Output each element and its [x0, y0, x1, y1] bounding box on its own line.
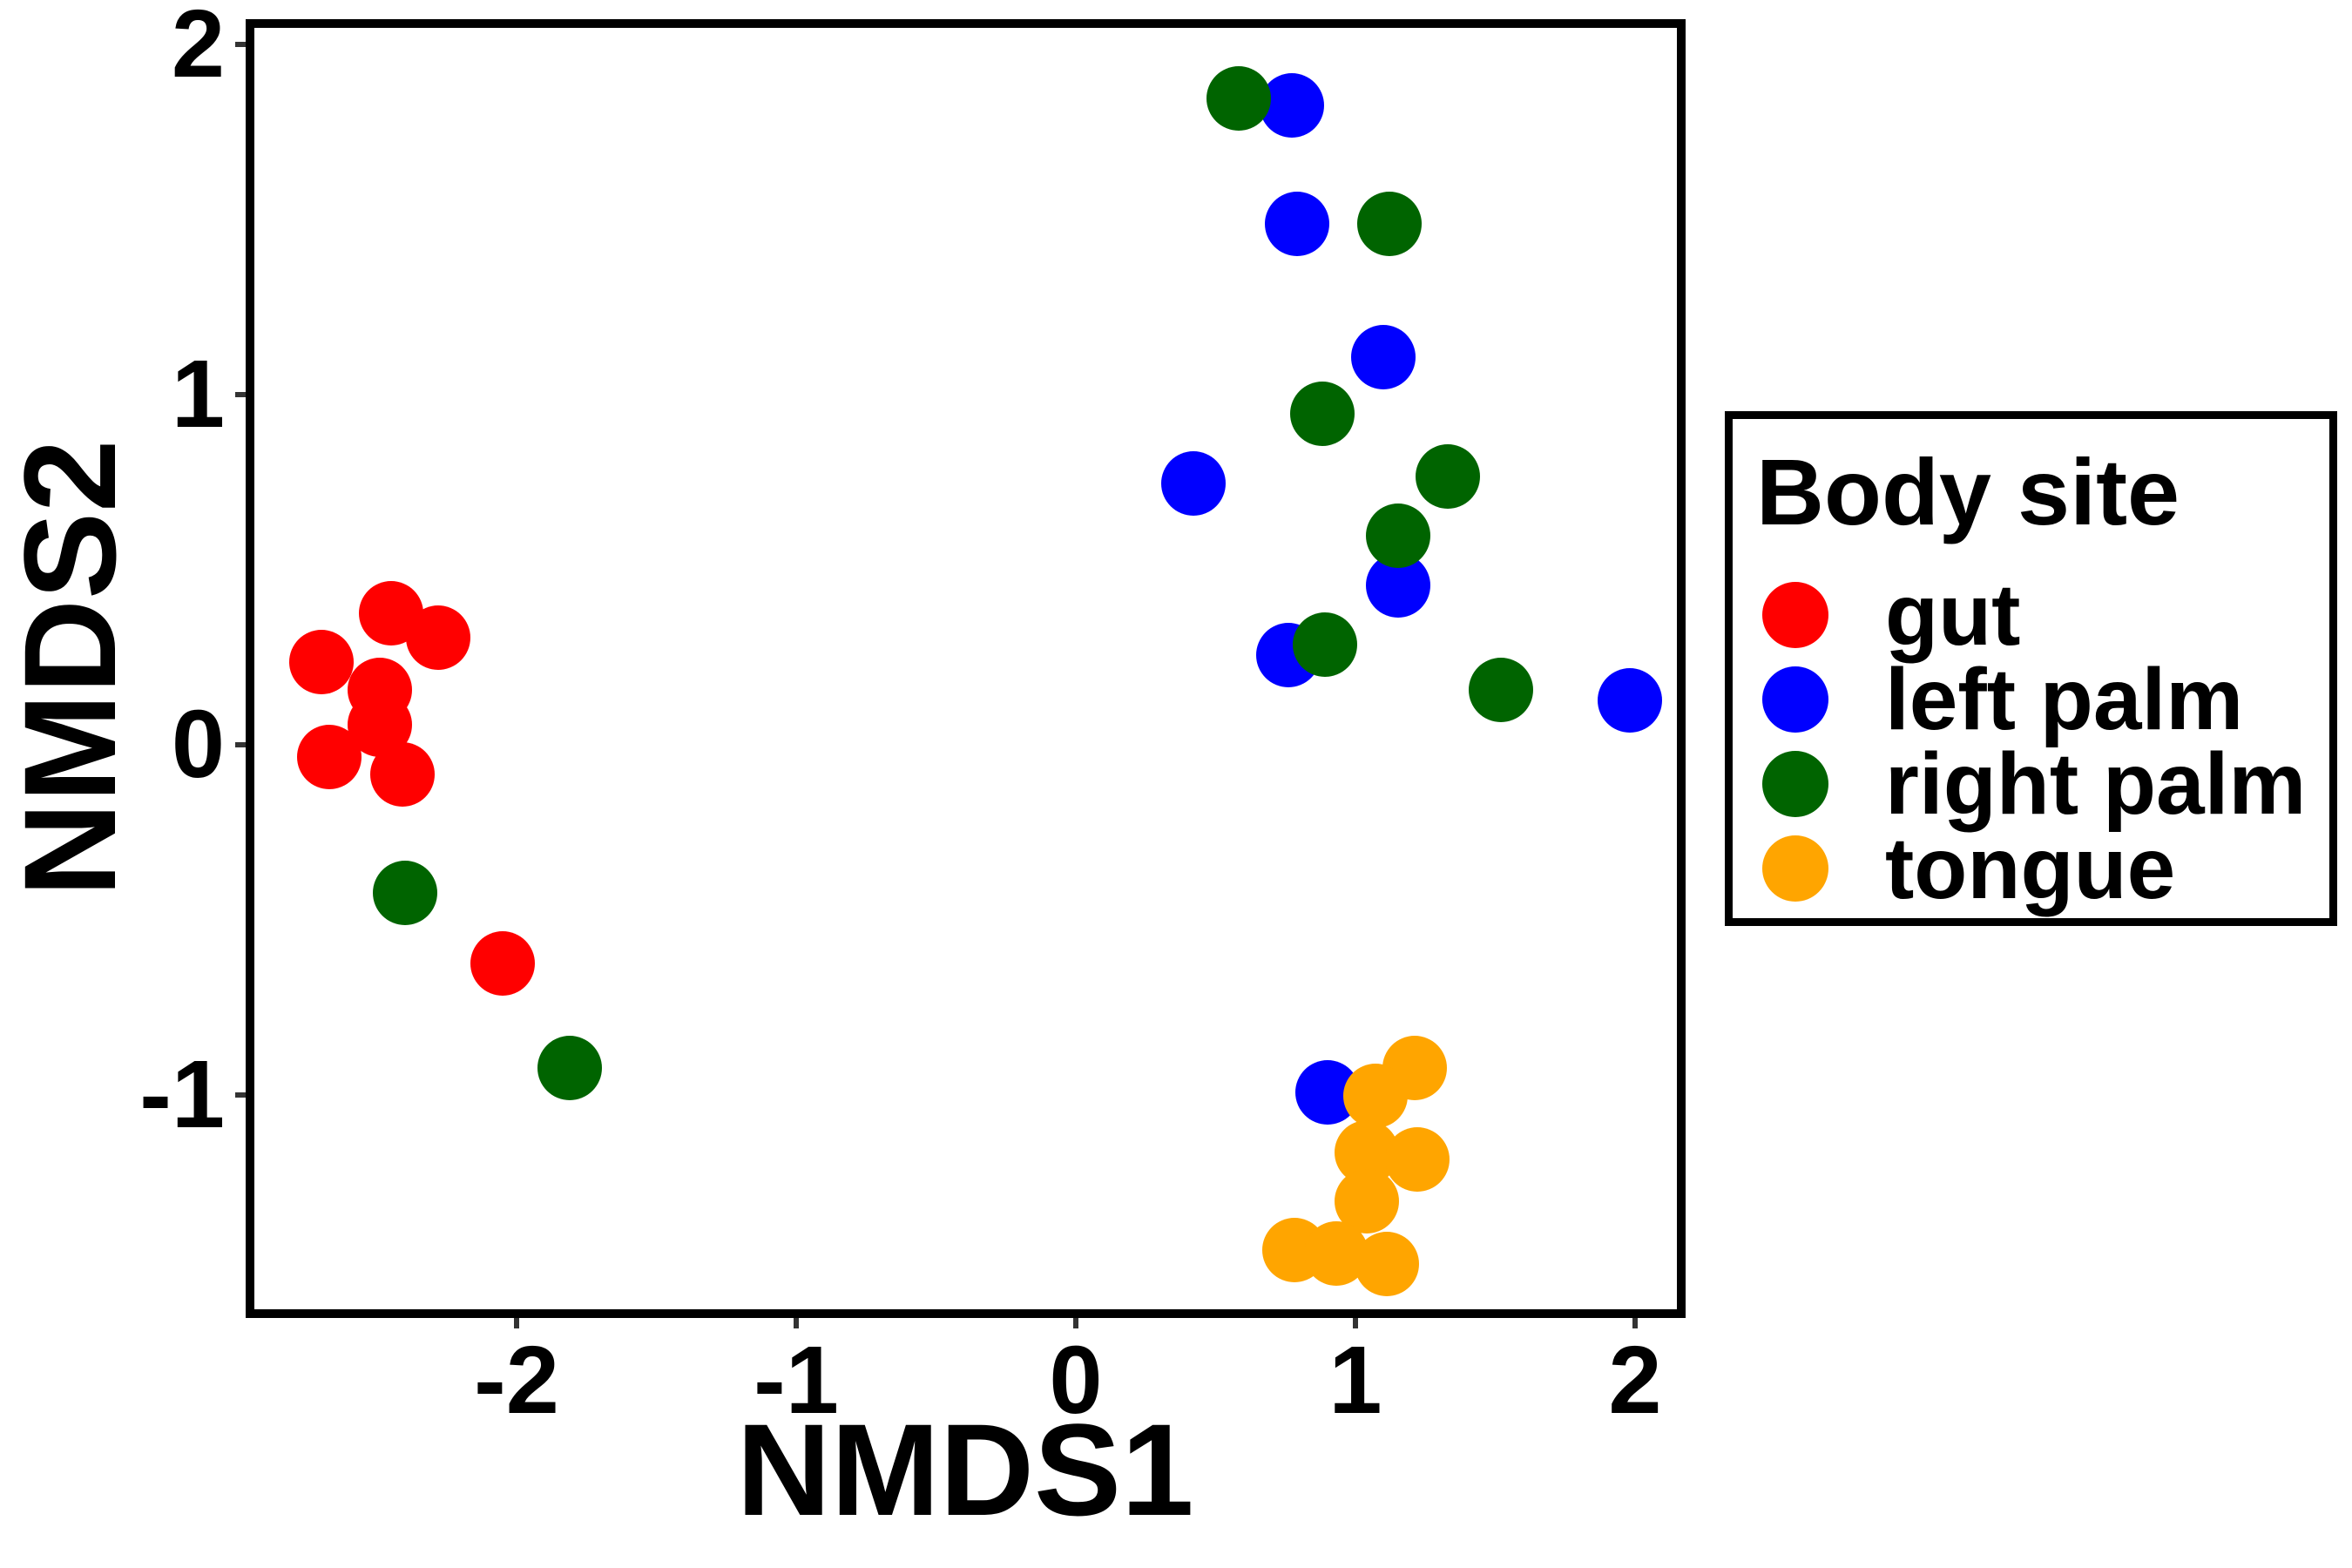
- data-point-gut: [288, 629, 354, 694]
- data-point-left-palm: [1264, 192, 1329, 257]
- legend-title: Body site: [1756, 439, 2180, 544]
- data-point-right-palm: [1416, 443, 1481, 509]
- y-tick-mark: [235, 1092, 246, 1098]
- data-point-right-palm: [1206, 65, 1271, 131]
- data-point-right-palm: [372, 861, 437, 926]
- legend-key-dot-left-palm: [1762, 666, 1828, 733]
- x-axis-title: NMDS1: [736, 1396, 1194, 1543]
- data-point-gut: [470, 930, 536, 996]
- legend-key-dot-gut: [1762, 582, 1828, 648]
- y-tick-label: 0: [171, 690, 225, 798]
- y-tick-mark: [235, 741, 246, 747]
- x-tick-mark: [514, 1318, 519, 1328]
- data-point-right-palm: [1289, 381, 1355, 446]
- data-point-tongue: [1384, 1126, 1450, 1192]
- y-tick-label: 2: [171, 0, 225, 98]
- legend-item-label: tongue: [1885, 820, 2176, 917]
- data-point-left-palm: [1259, 72, 1324, 138]
- x-tick-label: -1: [754, 1327, 839, 1434]
- data-point-gut: [297, 724, 362, 789]
- data-point-left-palm: [1597, 668, 1662, 733]
- data-point-gut: [369, 741, 435, 807]
- legend-item-label: gut: [1885, 566, 2021, 664]
- legend-key-dot-right-palm: [1762, 751, 1828, 817]
- data-point-left-palm: [1351, 325, 1416, 390]
- legend: Body site gut left palm right palm tongue: [1725, 411, 2337, 926]
- plot-area: [246, 19, 1686, 1318]
- y-tick-mark: [235, 391, 246, 397]
- x-tick-mark: [1632, 1318, 1638, 1328]
- data-point-tongue: [1354, 1232, 1419, 1297]
- data-point-right-palm: [537, 1036, 603, 1101]
- legend-item-label: left palm: [1885, 651, 2244, 748]
- x-tick-mark: [794, 1318, 799, 1328]
- x-tick-label: -2: [474, 1327, 559, 1434]
- y-tick-mark: [235, 41, 246, 47]
- legend-key-dot-tongue: [1762, 835, 1828, 902]
- x-tick-mark: [1073, 1318, 1078, 1328]
- data-point-left-palm: [1161, 450, 1227, 516]
- data-point-right-palm: [1469, 658, 1534, 723]
- y-axis-title: NMDS2: [0, 439, 143, 897]
- legend-item-label: right palm: [1885, 735, 2307, 833]
- data-point-right-palm: [1365, 504, 1430, 569]
- x-tick-label: 2: [1608, 1327, 1662, 1434]
- data-point-right-palm: [1293, 612, 1358, 677]
- y-tick-label: -1: [139, 1040, 225, 1148]
- data-point-gut: [406, 605, 471, 670]
- y-tick-label: 1: [171, 340, 225, 448]
- data-point-right-palm: [1356, 192, 1422, 257]
- x-tick-label: 1: [1328, 1327, 1382, 1434]
- data-point-tongue: [1342, 1064, 1408, 1129]
- x-tick-label: 0: [1049, 1327, 1103, 1434]
- x-tick-mark: [1353, 1318, 1358, 1328]
